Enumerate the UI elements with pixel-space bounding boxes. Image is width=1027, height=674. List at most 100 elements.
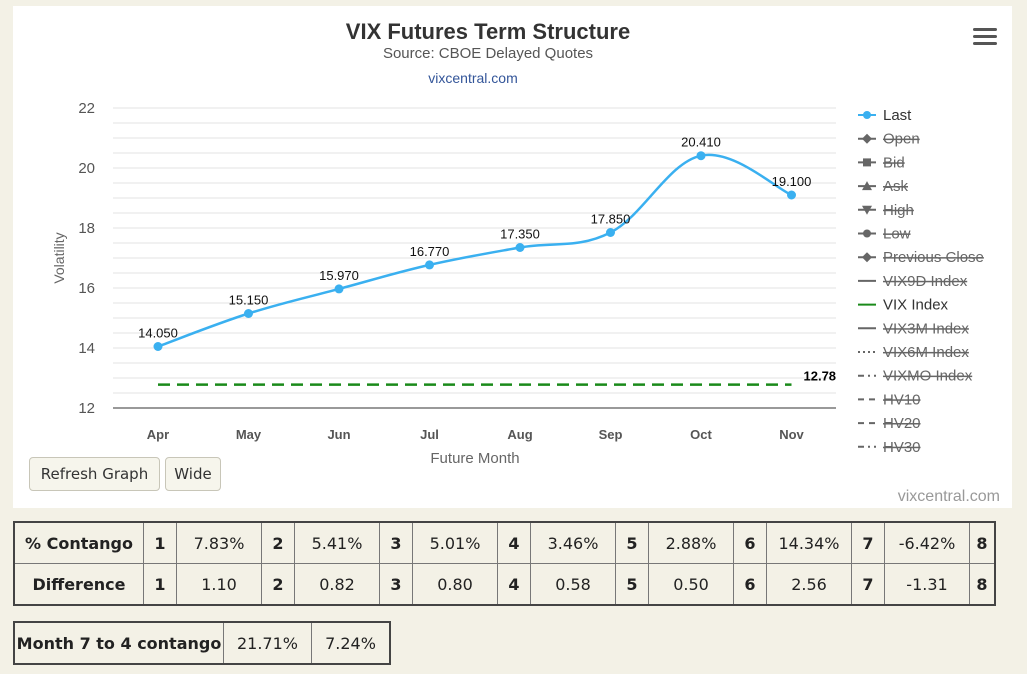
x-tick-label: Jul xyxy=(420,427,439,442)
contango-month-index: 7 xyxy=(851,563,885,606)
legend-item[interactable]: Ask xyxy=(858,178,909,195)
contango-value: 0.80 xyxy=(412,563,498,606)
contango-month-index: 8 xyxy=(969,521,996,564)
contango-value: 14.34% xyxy=(766,521,852,564)
last-point-label: 14.050 xyxy=(138,326,178,341)
contango-month-index: 5 xyxy=(615,563,649,606)
legend-item[interactable]: VIX Index xyxy=(858,297,949,314)
legend-item[interactable]: Last xyxy=(858,107,912,124)
legend-item[interactable]: Open xyxy=(858,131,920,148)
x-tick-label: Aug xyxy=(507,427,532,442)
contango-month-index: 2 xyxy=(261,563,295,606)
contango-month-index: 4 xyxy=(497,521,531,564)
contango-month-index: 6 xyxy=(733,521,767,564)
svg-text:VIX6M Index: VIX6M Index xyxy=(883,344,969,361)
contango-value: 5.41% xyxy=(294,521,380,564)
grid-layer xyxy=(113,107,836,409)
contango-value: 0.58 xyxy=(530,563,616,606)
chart-title: VIX Futures Term Structure xyxy=(346,19,630,44)
last-point[interactable] xyxy=(515,243,525,252)
svg-text:HV30: HV30 xyxy=(883,439,921,456)
contango-month-index: 1 xyxy=(143,521,177,564)
x-tick-label: Apr xyxy=(147,427,169,442)
contango-row-label: % Contango xyxy=(13,521,144,564)
month-contango-row: Month 7 to 4 contango 21.71% 7.24% xyxy=(13,621,391,665)
contango-month-index: 5 xyxy=(615,521,649,564)
y-axis-title: Volatility xyxy=(51,232,67,283)
x-axis: Apr May Jun Jul Aug Sep Oct Nov xyxy=(147,427,805,442)
last-point-label: 15.970 xyxy=(319,268,359,283)
x-tick-label: May xyxy=(236,427,262,442)
legend-item[interactable]: Bid xyxy=(858,154,905,171)
month-contango-value-2: 7.24% xyxy=(311,621,391,665)
contango-month-index: 2 xyxy=(261,521,295,564)
last-point[interactable] xyxy=(244,309,253,318)
contango-month-index: 1 xyxy=(143,563,177,606)
contango-row: % Contango 1 7.83% 2 5.41% 3 5.01% 4 3.46% 5 2.88%… xyxy=(13,521,996,564)
last-point[interactable] xyxy=(334,284,344,294)
legend-item[interactable]: VIX3M Index xyxy=(858,320,969,337)
last-point[interactable] xyxy=(425,260,434,270)
y-tick-label: 20 xyxy=(78,160,95,177)
svg-text:VIX9D Index: VIX9D Index xyxy=(883,273,968,290)
contango-month-index: 3 xyxy=(379,521,413,564)
x-axis-title: Future Month xyxy=(430,450,519,467)
month-contango-value-1: 21.71% xyxy=(223,621,312,665)
wide-button[interactable]: Wide xyxy=(165,457,221,491)
contango-month-index: 4 xyxy=(497,563,531,606)
last-point[interactable] xyxy=(787,190,796,200)
legend-item[interactable]: VIX6M Index xyxy=(858,344,969,361)
legend-item[interactable]: Low xyxy=(858,226,911,243)
y-tick-label: 12 xyxy=(78,400,95,417)
last-point-label: 16.770 xyxy=(410,244,450,259)
legend-item[interactable]: VIX9D Index xyxy=(858,273,968,290)
y-tick-label: 16 xyxy=(78,280,95,297)
x-tick-label: Oct xyxy=(690,427,712,442)
contango-value: 7.83% xyxy=(176,521,262,564)
svg-text:VIX Index: VIX Index xyxy=(883,297,949,314)
contango-value: 1.10 xyxy=(176,563,262,606)
chart-credit[interactable]: vixcentral.com xyxy=(898,488,1000,505)
vix-index-label: 12.78 xyxy=(804,369,837,384)
contango-value: -1.31 xyxy=(884,563,970,606)
svg-text:High: High xyxy=(883,202,914,219)
chart-svg: VIX Futures Term Structure Source: CBOE … xyxy=(51,19,1000,505)
svg-text:Open: Open xyxy=(883,131,920,148)
y-tick-label: 14 xyxy=(78,340,95,357)
contango-value: 2.56 xyxy=(766,563,852,606)
contango-value: 2.88% xyxy=(648,521,734,564)
chart-panel: VIX Futures Term Structure Source: CBOE … xyxy=(13,6,1012,508)
contango-month-index: 3 xyxy=(379,563,413,606)
legend-item[interactable]: HV30 xyxy=(858,439,921,456)
hamburger-menu-icon[interactable] xyxy=(973,28,997,48)
contango-table: % Contango 1 7.83% 2 5.41% 3 5.01% 4 3.46% 5 2.88%… xyxy=(13,521,996,606)
contango-value: 0.82 xyxy=(294,563,380,606)
last-point-label: 15.150 xyxy=(229,293,269,308)
source-link[interactable]: vixcentral.com xyxy=(428,70,517,86)
month-contango-table: Month 7 to 4 contango 21.71% 7.24% xyxy=(13,621,391,665)
last-point[interactable] xyxy=(696,151,706,161)
contango-value: 3.46% xyxy=(530,521,616,564)
contango-value: -6.42% xyxy=(884,521,970,564)
contango-row-label: Difference xyxy=(13,563,144,606)
legend-item[interactable]: VIXMO Index xyxy=(858,368,973,385)
svg-text:Last: Last xyxy=(883,107,912,124)
legend-item[interactable]: High xyxy=(858,202,914,219)
svg-text:VIXMO Index: VIXMO Index xyxy=(883,368,973,385)
month-contango-label: Month 7 to 4 contango xyxy=(13,621,224,665)
last-point[interactable] xyxy=(153,342,163,351)
last-point-label: 19.100 xyxy=(772,174,812,189)
last-point-label: 17.850 xyxy=(591,212,631,227)
svg-text:HV20: HV20 xyxy=(883,415,921,432)
contango-row: Difference 1 1.10 2 0.82 3 0.80 4 0.58 5 0.50 6 2.56… xyxy=(13,563,996,606)
legend-item[interactable]: Previous Close xyxy=(858,249,984,266)
last-point[interactable] xyxy=(606,228,615,237)
contango-value: 5.01% xyxy=(412,521,498,564)
legend-item[interactable]: HV10 xyxy=(858,391,921,408)
legend: Last Open Bid Ask High Low Previous Close VIX9D… xyxy=(858,107,984,456)
y-tick-label: 18 xyxy=(78,220,95,237)
x-tick-label: Jun xyxy=(327,427,350,442)
svg-text:Low: Low xyxy=(883,226,911,243)
legend-item[interactable]: HV20 xyxy=(858,415,921,432)
refresh-graph-button[interactable]: Refresh Graph xyxy=(29,457,160,491)
